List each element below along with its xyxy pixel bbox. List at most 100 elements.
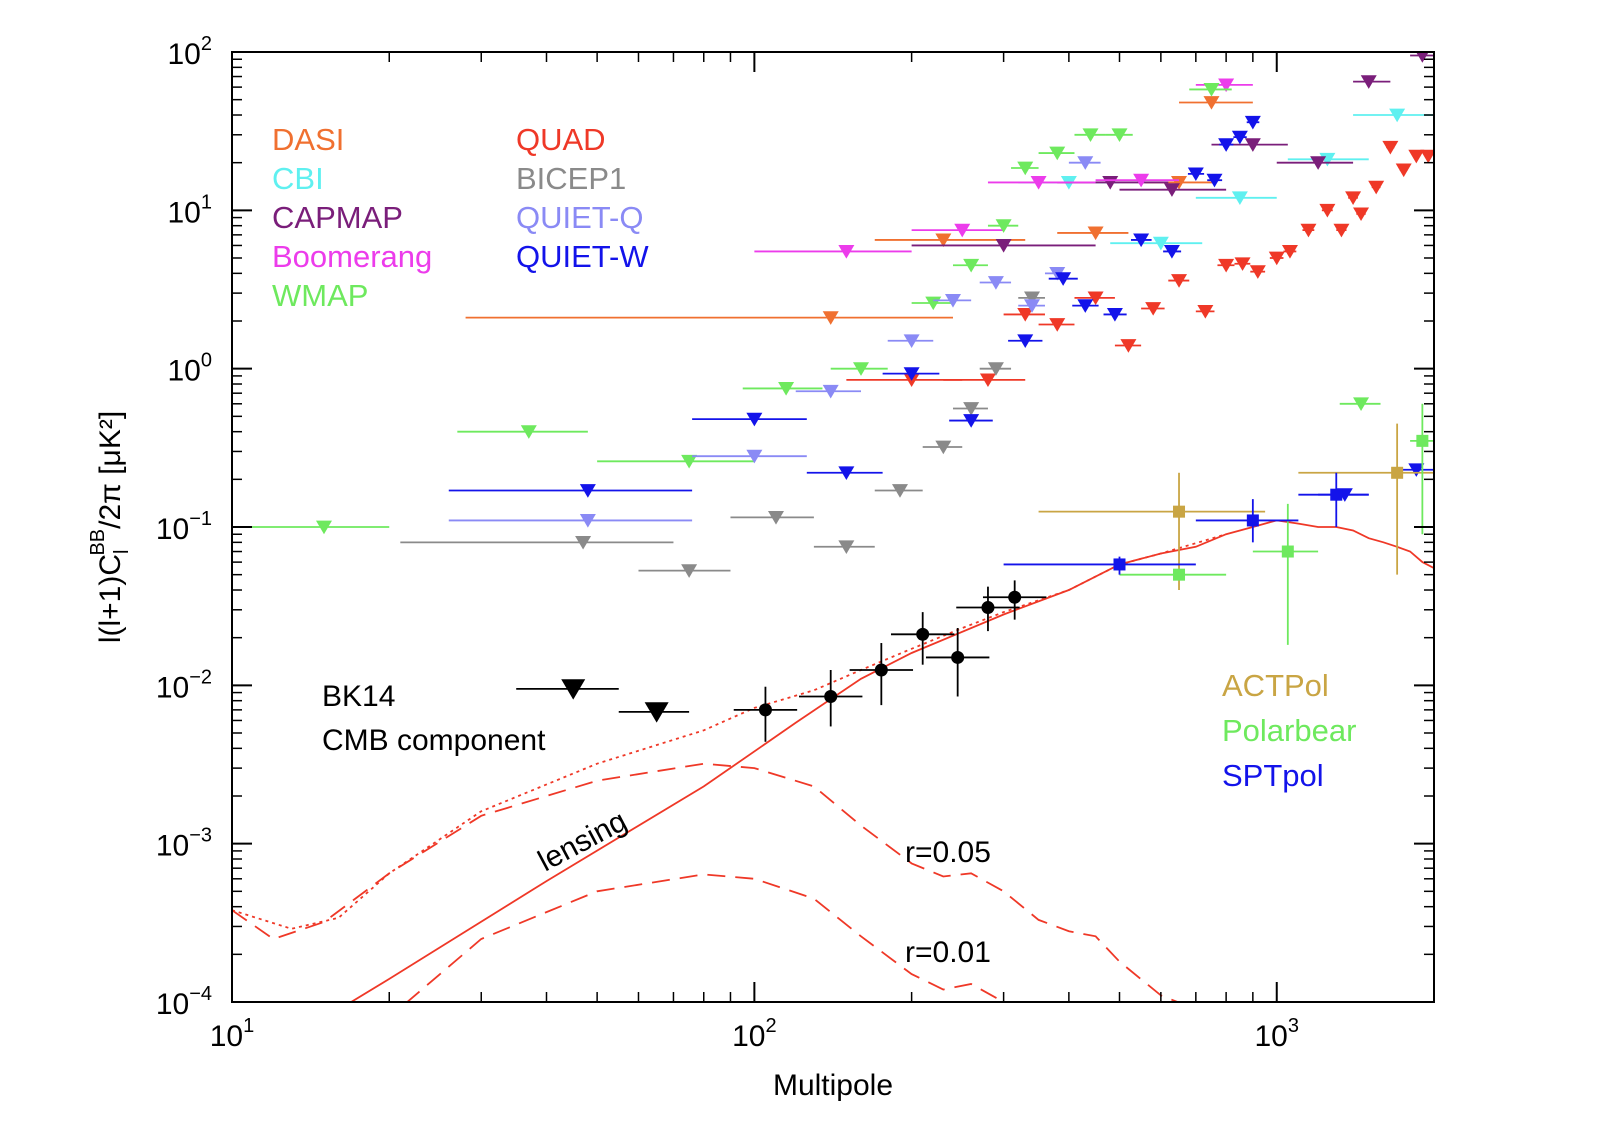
upper-limit-marker (1382, 140, 1399, 155)
y-axis-label-tail: /2π [μK²] (94, 411, 127, 529)
legend-item-cbi: CBI (272, 161, 324, 196)
upper-limit-marker (1077, 156, 1094, 170)
detection-marker (1173, 505, 1186, 518)
y-tick-label-base: 10 (156, 513, 189, 546)
series-capmap (911, 52, 1434, 253)
upper-limit-marker (1163, 183, 1180, 197)
y-tick-label: 10−3 (156, 825, 212, 863)
y-tick-label-exp: 0 (201, 350, 212, 372)
upper-limit-marker (822, 384, 839, 399)
y-tick-label-base: 10 (168, 38, 201, 71)
upper-limit-marker (1120, 339, 1137, 353)
y-tick-label: 10−1 (156, 508, 212, 546)
series-quiet-q (448, 156, 1101, 528)
y-tick-label-base: 10 (156, 671, 189, 704)
x-tick-label-exp: 1 (243, 1015, 254, 1037)
bandpower-marker (824, 690, 838, 704)
upper-limit-marker (1244, 115, 1261, 130)
legend-item-sptpol: SPTpol (1222, 758, 1324, 793)
upper-limit-marker (1024, 299, 1041, 313)
upper-limit-marker (1360, 75, 1377, 89)
y-tick-label-exp: 1 (201, 191, 212, 213)
legend-item-quiet-w: QUIET-W (516, 239, 649, 274)
y-tick-label: 102 (168, 33, 213, 71)
y-tick-label: 100 (168, 350, 213, 388)
upper-limit-marker (767, 510, 784, 525)
upper-limit-marker (681, 564, 698, 578)
upper-limit-marker (315, 520, 332, 535)
upper-limit-marker (954, 223, 971, 238)
detection-marker (1416, 434, 1429, 447)
detection-marker (1246, 514, 1259, 527)
upper-limit-marker (1319, 203, 1336, 218)
y-tick-label: 10−2 (156, 666, 212, 704)
bandpower-marker (916, 627, 930, 641)
y-tick-label-exp: −4 (189, 983, 212, 1005)
upper-limit-marker (1133, 173, 1150, 188)
y-tick-label-base: 10 (156, 988, 189, 1021)
upper-limit-marker (746, 449, 763, 464)
upper-limit-marker (1055, 272, 1072, 286)
upper-limit-marker (1017, 334, 1034, 348)
bk14-cmb-component-label: CMB component (322, 724, 546, 757)
bk14-label: BK14 (322, 680, 395, 713)
r001-label: r=0.01 (905, 936, 991, 969)
y-axis-label-sub: l (111, 550, 133, 554)
upper-limit-marker (1152, 236, 1169, 251)
upper-limit-marker (1389, 108, 1406, 123)
upper-limit-marker (746, 412, 763, 427)
legend-item-wmap: WMAP (272, 278, 368, 313)
upper-limit-marker (1353, 207, 1370, 222)
upper-limit-marker (644, 702, 669, 723)
upper-limit-marker (1087, 226, 1104, 241)
x-tick-label-base: 10 (210, 1020, 243, 1053)
upper-limit-marker (1333, 223, 1350, 238)
total-dotted-curve (232, 533, 1227, 930)
y-axis-label: l(l+1)ClBB/2π [μK²] (87, 411, 133, 643)
y-axis-label-sup: BB (87, 529, 109, 556)
upper-limit-marker (1218, 258, 1235, 273)
upper-limit-marker (1206, 173, 1223, 188)
legend-bottom-right: ACTPol Polarbear SPTpol (1222, 668, 1356, 793)
y-tick-label-exp: −3 (189, 825, 212, 847)
legend-item-dasi: DASI (272, 122, 344, 157)
upper-limit-marker (1310, 156, 1327, 170)
lensing-label: lensing (533, 804, 632, 878)
legend-item-quad: QUAD (516, 122, 606, 157)
upper-limit-marker (1218, 138, 1235, 152)
upper-limit-marker (995, 239, 1012, 253)
r005-label: r=0.05 (905, 836, 991, 869)
legend-item-quiet-q: QUIET-Q (516, 200, 643, 235)
upper-limit-marker (1077, 299, 1094, 313)
series-polarbear (1119, 403, 1434, 645)
upper-limit-marker (1249, 265, 1266, 279)
bandpower-marker (1008, 590, 1022, 604)
upper-limit-marker (1408, 149, 1425, 164)
upper-limit-marker (1368, 180, 1385, 195)
series-cbi (1018, 108, 1434, 251)
upper-limit-marker (987, 362, 1004, 376)
upper-limit-marker (995, 219, 1012, 233)
upper-limit-marker (1231, 130, 1248, 145)
upper-limit-marker (1281, 245, 1298, 259)
x-tick-label-base: 10 (1254, 1020, 1287, 1053)
upper-limit-marker (1106, 308, 1123, 322)
upper-limit-marker (1133, 233, 1150, 248)
upper-limit-marker (963, 402, 980, 416)
upper-limit-marker (935, 440, 952, 455)
upper-limit-marker (561, 679, 586, 700)
upper-limit-marker (1049, 318, 1066, 332)
upper-limit-marker (1087, 291, 1104, 306)
upper-limit-marker (1197, 304, 1214, 319)
x-tick-label-base: 10 (732, 1020, 765, 1053)
legend-item-capmap: CAPMAP (272, 200, 403, 235)
detection-marker (1391, 466, 1404, 479)
upper-limit-marker (778, 382, 795, 396)
upper-limit-marker (963, 414, 980, 428)
upper-limit-marker (1017, 161, 1034, 176)
series-boomerang (754, 78, 1253, 259)
series-quiet-w (448, 115, 1434, 502)
r005-dashed-curve (232, 762, 1181, 1002)
